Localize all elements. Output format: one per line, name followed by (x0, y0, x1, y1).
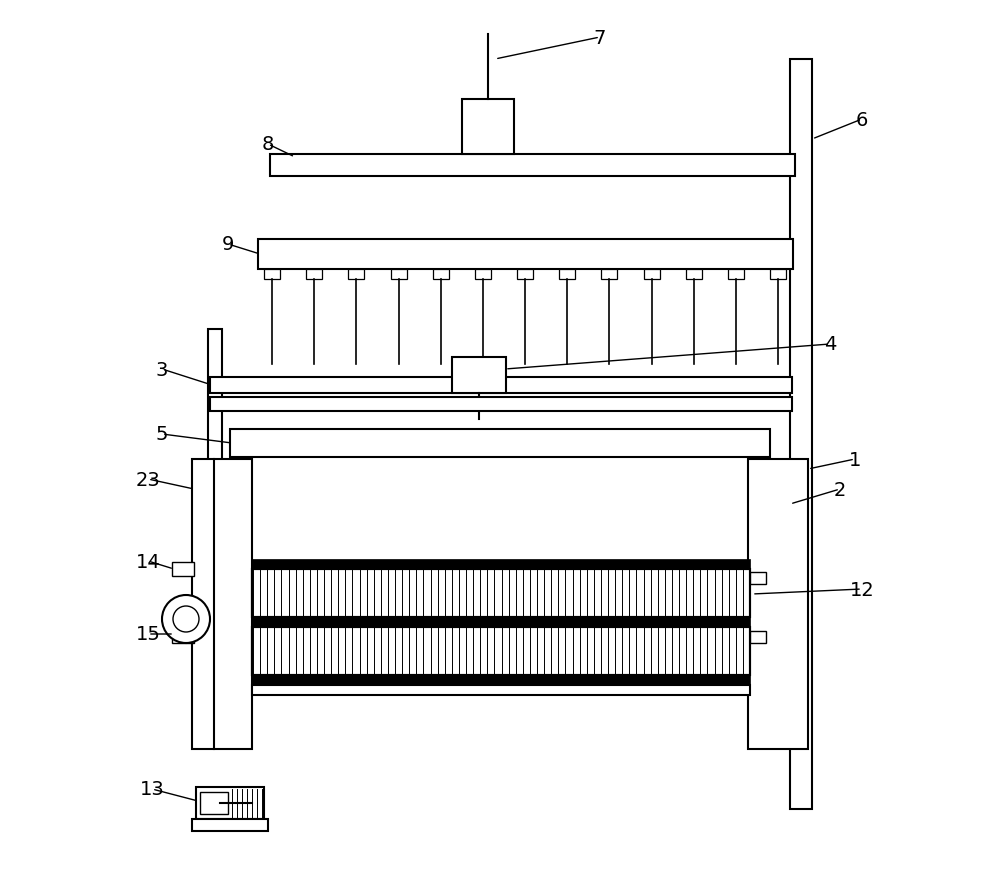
Bar (210, 398, 792, 411)
Bar (258, 240, 793, 270)
Bar (192, 460, 252, 749)
Bar (230, 429, 770, 458)
Text: 4: 4 (824, 335, 836, 354)
Text: 5: 5 (156, 425, 168, 444)
Text: 14: 14 (136, 552, 160, 571)
Bar (200, 792, 228, 814)
Circle shape (173, 606, 199, 632)
Bar (750, 631, 766, 644)
Bar (601, 270, 617, 280)
Bar (686, 270, 702, 280)
Bar (433, 270, 449, 280)
Bar (252, 618, 750, 628)
Text: 9: 9 (222, 235, 234, 254)
Bar (462, 100, 514, 155)
Bar (770, 270, 786, 280)
Text: 23: 23 (136, 470, 160, 489)
Bar (270, 155, 795, 177)
Bar (252, 569, 750, 618)
Text: 12: 12 (850, 580, 874, 599)
Bar (644, 270, 660, 280)
Text: 13: 13 (140, 780, 164, 798)
Text: 3: 3 (156, 360, 168, 379)
Bar (210, 377, 792, 393)
Bar (208, 330, 222, 709)
Bar (192, 819, 268, 831)
Bar (559, 270, 575, 280)
Bar (252, 675, 750, 685)
Bar (172, 629, 194, 644)
Bar (517, 270, 533, 280)
Bar (750, 572, 766, 585)
Bar (348, 270, 364, 280)
Text: 15: 15 (136, 625, 160, 644)
Bar (252, 628, 750, 675)
Circle shape (162, 595, 210, 644)
Text: 1: 1 (849, 450, 861, 469)
Bar (252, 560, 750, 569)
Text: 6: 6 (856, 110, 868, 130)
Bar (748, 460, 808, 749)
Text: 7: 7 (594, 29, 606, 47)
Bar (728, 270, 744, 280)
Bar (264, 270, 280, 280)
Bar (475, 270, 491, 280)
Bar (196, 787, 264, 819)
Bar (790, 60, 812, 809)
Text: 8: 8 (262, 135, 274, 155)
Bar (252, 685, 750, 696)
Text: 2: 2 (834, 480, 846, 499)
Bar (252, 628, 750, 675)
Bar (452, 358, 506, 393)
Bar (306, 270, 322, 280)
Bar (391, 270, 407, 280)
Bar (252, 569, 750, 618)
Bar (172, 562, 194, 577)
